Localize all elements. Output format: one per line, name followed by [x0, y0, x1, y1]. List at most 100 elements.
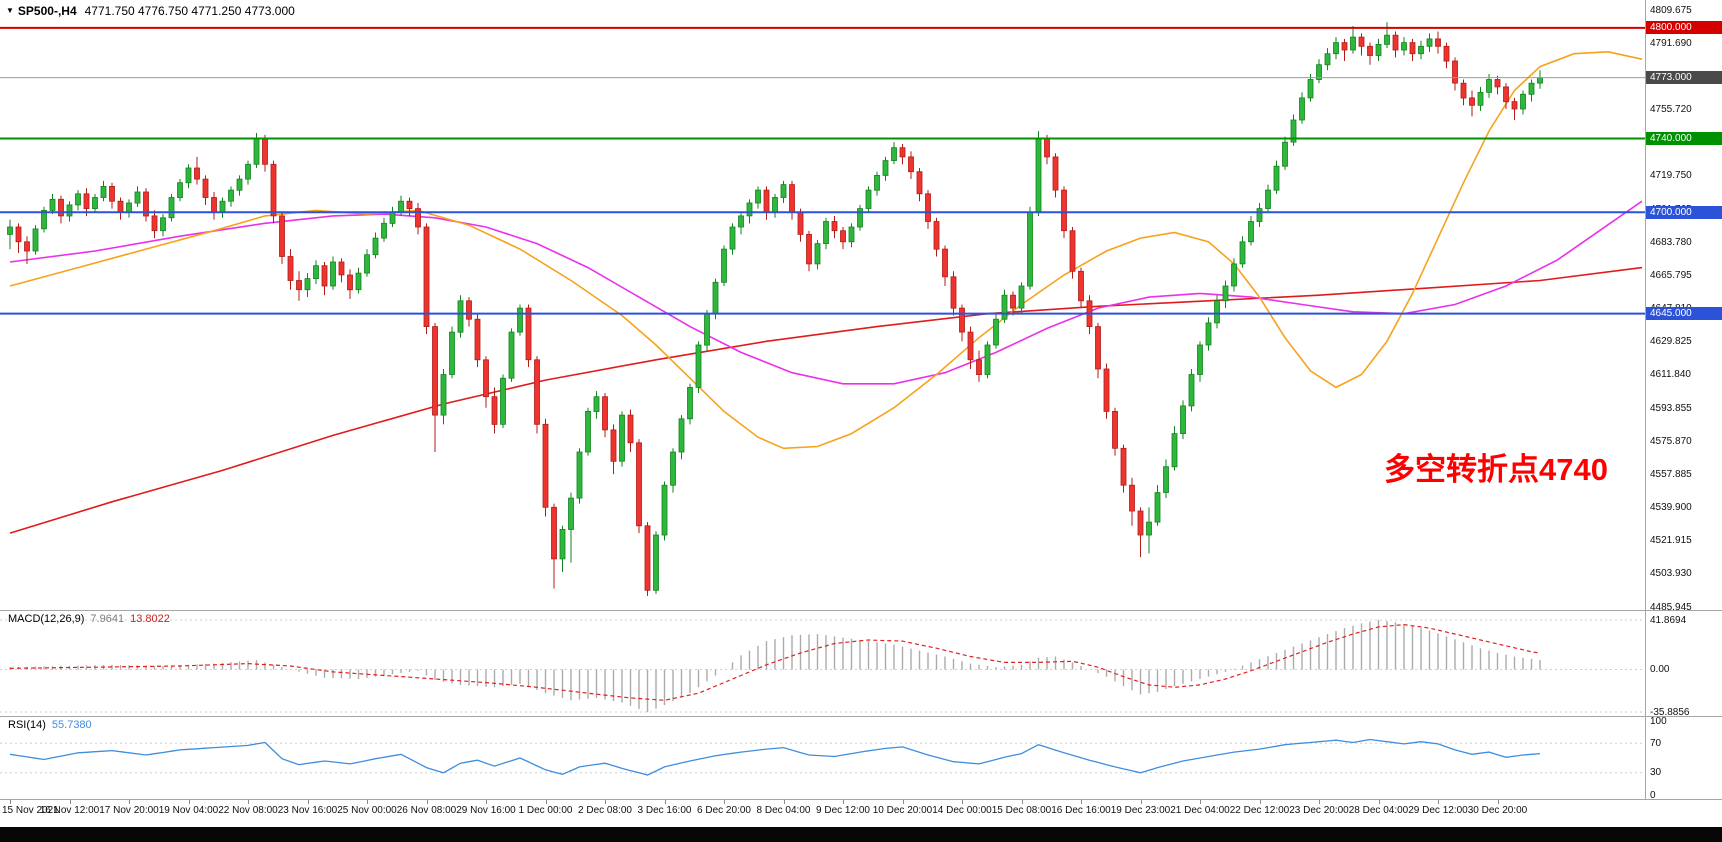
price-tick-label: 4521.915: [1650, 535, 1692, 547]
candle-body: [780, 184, 787, 198]
candle-body: [1503, 86, 1509, 103]
candle-body: [942, 248, 948, 278]
ma-fast-orange: [9, 50, 1643, 450]
candle-body: [585, 410, 591, 453]
candle-body: [1214, 300, 1220, 324]
candle-body: [738, 215, 744, 228]
candle-body: [916, 171, 923, 195]
time-axis-label: 21 Dec 04:00: [1170, 805, 1230, 816]
candle-body: [1494, 79, 1501, 88]
time-axis-tick: [10, 800, 11, 804]
candle-body: [389, 211, 396, 224]
candle-body: [1477, 92, 1484, 106]
candle-body: [534, 359, 540, 425]
price-line-badge[interactable]: 4800.000: [1646, 21, 1722, 35]
candle-body: [1069, 230, 1076, 272]
chart-title: ▼ SP500-,H4 4771.750 4776.750 4771.250 477…: [6, 4, 295, 18]
candle-body: [415, 208, 421, 228]
time-axis-tick: [426, 800, 428, 804]
candle-body: [874, 174, 880, 191]
candle-body: [313, 265, 319, 280]
candle-body: [279, 215, 285, 257]
time-axis-tick: [129, 800, 130, 804]
candle-body: [449, 331, 455, 375]
macd-main-value: 7.9641: [90, 613, 125, 625]
price-line-badge[interactable]: 4645.000: [1646, 307, 1722, 321]
candle-body: [814, 243, 821, 265]
candle-body: [211, 197, 217, 213]
candle-body: [423, 226, 430, 327]
candle-body: [525, 307, 532, 361]
candle-body: [1299, 97, 1305, 121]
price-line-badge[interactable]: 4700.000: [1646, 205, 1722, 219]
rsi-value: 55.7380: [51, 719, 92, 731]
candle-body: [1146, 521, 1152, 536]
candle-body: [151, 215, 158, 232]
candle-body: [7, 226, 13, 235]
time-axis-tick: [486, 800, 487, 804]
candle-body: [670, 451, 676, 486]
candle-body: [1035, 138, 1042, 213]
candle-body: [1027, 211, 1033, 287]
time-axis-label: 22 Nov 08:00: [218, 805, 278, 816]
time-axis-tick: [1497, 800, 1499, 804]
dropdown-arrow-icon[interactable]: ▼: [6, 6, 14, 15]
time-axis-label: 8 Dec 04:00: [756, 805, 811, 816]
pivot-point-annotation[interactable]: 多空转折点4740: [1384, 452, 1608, 487]
time-axis-label: 6 Dec 20:00: [697, 805, 751, 816]
candle-body: [1350, 36, 1356, 51]
time-axis-tick: [724, 800, 725, 804]
candle-body: [100, 185, 107, 198]
macd-axis-label: -35.8856: [1650, 706, 1690, 718]
candle-body: [1460, 82, 1467, 99]
candle-body: [1078, 270, 1084, 302]
time-axis-label: 10 Dec 20:00: [872, 805, 933, 816]
candle-body: [704, 313, 710, 346]
candle-body: [491, 396, 498, 425]
candle-body: [1528, 82, 1535, 95]
macd-signal-line: [9, 623, 1541, 701]
candle-body: [789, 184, 795, 213]
candle-body: [466, 300, 472, 320]
candle-body: [1316, 64, 1322, 80]
candle-body: [1112, 410, 1118, 449]
candle-body: [1171, 433, 1178, 468]
candle-body: [840, 230, 846, 243]
candle-body: [381, 222, 387, 239]
price-line-badge[interactable]: 4740.000: [1646, 131, 1722, 145]
time-axis-tick: [367, 800, 368, 804]
candle-body: [1290, 119, 1297, 143]
price-tick-label: 4809.675: [1650, 4, 1692, 16]
candle-body: [950, 276, 957, 309]
candle-body: [202, 178, 209, 198]
candle-body: [627, 414, 634, 444]
candle-body: [109, 185, 115, 202]
time-axis-tick: [69, 800, 71, 804]
candle-body: [1061, 189, 1067, 232]
candle-body: [1248, 221, 1254, 243]
time-axis-tick: [1378, 800, 1380, 804]
current-price-badge[interactable]: 4773.000: [1646, 71, 1722, 85]
time-axis-tick: [902, 800, 904, 804]
candle-body: [1197, 344, 1203, 375]
candle-body: [194, 167, 200, 180]
candle-body: [338, 261, 345, 276]
candle-body: [41, 209, 47, 230]
candle-body: [1018, 285, 1025, 309]
candle-body: [219, 200, 226, 213]
taskbar-strip: [0, 827, 1722, 842]
time-axis-label: 25 Nov 00:00: [337, 805, 397, 816]
candle-body: [1154, 492, 1161, 523]
candle-body: [729, 226, 736, 250]
price-tick-label: 4683.780: [1650, 236, 1692, 248]
price-tick-label: 4485.945: [1650, 601, 1692, 613]
time-axis-tick: [962, 800, 963, 804]
candle-body: [1010, 294, 1016, 309]
price-tick-label: 4629.825: [1650, 336, 1692, 348]
candle-body: [1367, 45, 1373, 56]
ohlc-values: 4771.750 4776.750 4771.250 4773.000: [84, 4, 295, 18]
time-axis-label: 2 Dec 08:00: [578, 805, 632, 816]
candle-body: [1282, 141, 1288, 167]
candle-body: [653, 534, 659, 591]
